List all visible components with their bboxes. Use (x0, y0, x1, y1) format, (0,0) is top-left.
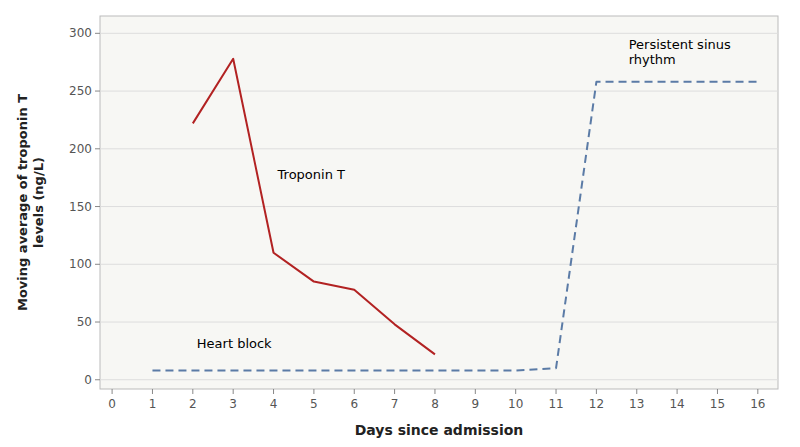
tick-label: 9 (472, 397, 480, 411)
tick-label: 300 (69, 26, 92, 40)
tick-label: 13 (629, 397, 644, 411)
tick-label: 15 (710, 397, 725, 411)
tick-label: 14 (669, 397, 684, 411)
y-axis-title: Moving average of troponin Tlevels (ng/L… (15, 94, 46, 311)
series-line (152, 82, 757, 371)
annotation: Troponin T (277, 167, 345, 182)
tick-label: 200 (69, 142, 92, 156)
tick-mark (556, 389, 557, 394)
grid-line (100, 322, 778, 323)
text-line: Persistent sinus (629, 37, 731, 52)
tick-label: 3 (229, 397, 237, 411)
series-group (152, 59, 757, 371)
tick-mark (313, 389, 314, 394)
annotations: Troponin T Heart block Persistent sinusrhy… (197, 37, 731, 351)
tick-label: 12 (589, 397, 604, 411)
tick-mark (757, 389, 758, 394)
tick-mark (434, 389, 435, 394)
grid-line (100, 33, 778, 34)
tick-mark (152, 389, 153, 394)
tick-label: 6 (350, 397, 358, 411)
tick-mark (95, 206, 100, 207)
tick-label: 250 (69, 84, 92, 98)
text-line: Heart block (197, 335, 272, 350)
tick-label: 4 (270, 397, 278, 411)
tick-label: 2 (189, 397, 197, 411)
grid-line (100, 379, 778, 380)
tick-label: 1 (149, 397, 157, 411)
tick-mark (192, 389, 193, 394)
tick-mark (636, 389, 637, 394)
plot-frame (100, 16, 778, 389)
tick-label: 100 (69, 257, 92, 271)
tick-mark (233, 389, 234, 394)
tick-mark (112, 389, 113, 394)
tick-mark (95, 91, 100, 92)
text-line: levels (ng/L) (31, 157, 46, 248)
tick-mark (515, 389, 516, 394)
tick-mark (354, 389, 355, 394)
tick-label: 7 (391, 397, 399, 411)
tick-mark (95, 379, 100, 380)
grid-line (100, 206, 778, 207)
series-line (193, 59, 435, 355)
tick-mark (677, 389, 678, 394)
tick-mark (273, 389, 274, 394)
tick-label: 150 (69, 200, 92, 214)
tick-mark (95, 148, 100, 149)
tick-label: 11 (548, 397, 563, 411)
annotation: Heart block (197, 335, 272, 350)
tick-mark (95, 33, 100, 34)
text-line: rhythm (629, 52, 676, 67)
tick-label: 8 (431, 397, 439, 411)
tick-label: 10 (508, 397, 523, 411)
grid (100, 33, 778, 379)
grid-line (100, 264, 778, 265)
tick-label: 50 (77, 315, 92, 329)
x-axis-title: Days since admission (355, 422, 524, 438)
tick-mark (717, 389, 718, 394)
tick-label: 0 (84, 373, 92, 387)
tick-mark (95, 264, 100, 265)
tick-label: 5 (310, 397, 318, 411)
text-line: Moving average of troponin T (15, 94, 30, 311)
tick-mark (394, 389, 395, 394)
tick-label: 0 (108, 397, 116, 411)
grid-line (100, 91, 778, 92)
tick-mark (596, 389, 597, 394)
tick-mark (95, 322, 100, 323)
chart: 0501001502002503000123456789101112131415… (0, 0, 800, 447)
grid-line (100, 148, 778, 149)
tick-label: 16 (750, 397, 765, 411)
tick-mark (475, 389, 476, 394)
text-line: Troponin T (277, 167, 345, 182)
annotation: Persistent sinusrhythm (629, 37, 731, 67)
